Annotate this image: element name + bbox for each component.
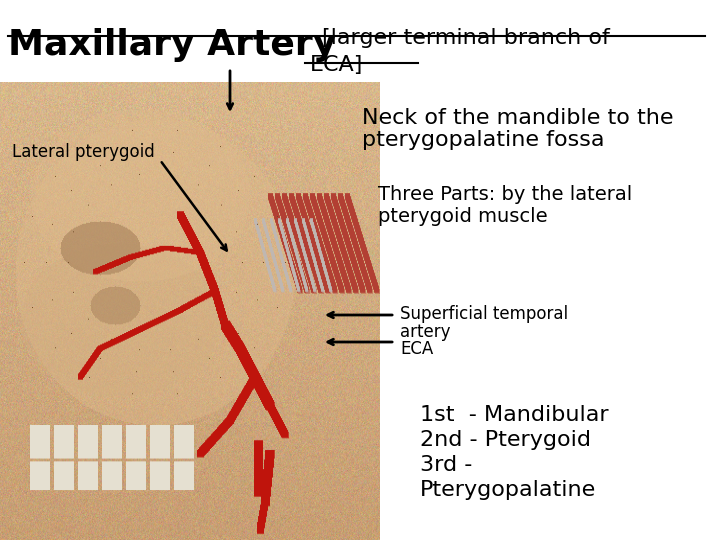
Text: Pterygopalatine: Pterygopalatine <box>420 480 596 500</box>
Text: [larger terminal branch of: [larger terminal branch of <box>322 28 610 48</box>
Text: ECA: ECA <box>400 340 433 358</box>
Text: pterygoid muscle: pterygoid muscle <box>378 207 548 226</box>
Text: Maxillary Artery: Maxillary Artery <box>8 28 336 62</box>
Text: Lateral pterygoid: Lateral pterygoid <box>12 143 155 161</box>
Text: 2nd - Pterygoid: 2nd - Pterygoid <box>420 430 591 450</box>
Bar <box>0 0 720 82</box>
Text: Three Parts: by the lateral: Three Parts: by the lateral <box>378 185 632 204</box>
Text: 3rd -: 3rd - <box>420 455 472 475</box>
Text: Superficial temporal: Superficial temporal <box>400 305 568 323</box>
Bar <box>380 0 720 540</box>
Text: ECA]: ECA] <box>310 55 364 75</box>
Text: pterygopalatine fossa: pterygopalatine fossa <box>362 130 605 150</box>
Text: Neck of the mandible to the: Neck of the mandible to the <box>362 108 673 128</box>
Text: artery: artery <box>400 323 451 341</box>
Text: 1st  - Mandibular: 1st - Mandibular <box>420 405 608 425</box>
